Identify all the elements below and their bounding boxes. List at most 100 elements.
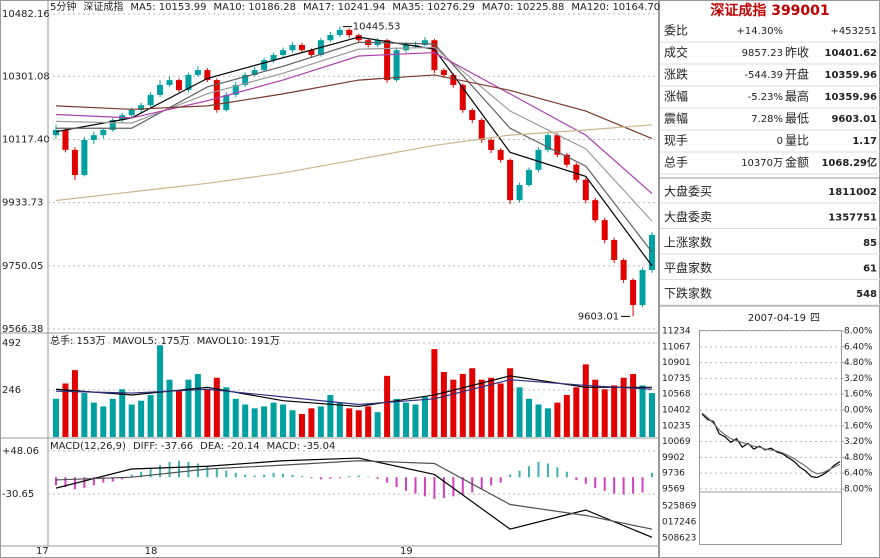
ma-line — [55, 46, 653, 222]
row-label: 现手 — [664, 134, 688, 148]
y2-tick-label: 6.40% — [844, 469, 873, 479]
volume-bar — [365, 406, 372, 437]
candle-body — [147, 94, 154, 106]
indicator-title: MACD(12,26,9) — [50, 441, 126, 452]
candle-body — [100, 129, 107, 136]
volume-bar — [630, 373, 637, 437]
row-label: 最高 — [785, 89, 809, 104]
y-tick-label: 10301.08 — [2, 71, 50, 82]
y2-tick-label: 4.80% — [844, 358, 873, 368]
volume-bar — [526, 398, 533, 437]
y-tick-label: 10235 — [662, 421, 691, 431]
candle-body — [62, 129, 69, 150]
row-label: 总手 — [664, 156, 688, 170]
row-label: 上涨家数 — [664, 235, 712, 250]
volume-bar — [53, 398, 59, 437]
volume-bar — [355, 410, 362, 437]
candle-body — [592, 200, 599, 221]
volume-bar — [516, 387, 523, 437]
volume-bar — [649, 393, 655, 437]
row-label: 委比 — [664, 24, 688, 38]
y2-tick-label: 0.00% — [844, 406, 873, 416]
volume-bar — [488, 377, 495, 437]
volume-bar — [431, 349, 438, 437]
y-tick-label: 10402 — [662, 405, 691, 415]
candle-body — [308, 50, 315, 55]
volume-bar — [270, 402, 277, 437]
volume-bar — [469, 368, 476, 437]
volume-bar — [639, 385, 646, 437]
mavol-line — [55, 375, 652, 408]
y2-tick-label: 8.00% — [844, 485, 873, 495]
volume-bar — [175, 391, 182, 437]
row-value: +453251 — [830, 26, 877, 37]
y-tick-label: 10901 — [662, 358, 691, 368]
row-value: 61 — [863, 264, 877, 275]
y-tick-label: 10568 — [662, 390, 691, 400]
row-value: 1.17 — [852, 136, 877, 147]
volume-bar — [298, 414, 305, 437]
y-tick-label: 9736 — [662, 469, 685, 479]
x-tick-label: 19 — [400, 546, 413, 557]
candle-body — [601, 220, 608, 241]
candle-body — [544, 135, 551, 150]
volume-bar — [412, 404, 419, 437]
y-tick-label: 246 — [2, 385, 21, 396]
candle-body — [563, 154, 570, 165]
legend-entry: MA35: 10276.29 — [392, 2, 474, 13]
row-label: 平盘家数 — [664, 260, 712, 275]
candle-body — [573, 164, 580, 180]
candle-body — [384, 40, 391, 81]
y-tick-label: +48.06 — [2, 446, 39, 457]
y2-tick-label: 8.00% — [844, 327, 873, 337]
volume-bar — [440, 372, 447, 437]
legend-entry: MACD: -35.04 — [267, 441, 336, 452]
legend-entry: 总手: 153万 — [50, 334, 106, 347]
candle-body — [346, 29, 353, 36]
volume-label: 525869 — [662, 502, 697, 512]
low-annotation: 9603.01 — [578, 311, 619, 322]
volume-bar — [346, 408, 353, 437]
y-tick-label: 9902 — [662, 453, 685, 463]
intraday-line — [701, 413, 841, 479]
volume-bar — [109, 398, 116, 437]
candle-body — [289, 45, 296, 51]
row-value: 1357751 — [828, 213, 877, 224]
volume-bar — [119, 389, 126, 437]
volume-bar — [582, 364, 589, 437]
date-label: 2007-04-19 — [748, 313, 806, 324]
volume-bar — [421, 396, 428, 437]
row-value: -5.23% — [748, 92, 783, 103]
macd-line — [55, 457, 653, 538]
row-label: 涨跌 — [664, 67, 688, 82]
row-value: 548 — [856, 289, 877, 300]
y-tick-label: 9933.73 — [2, 198, 43, 209]
volume-bar — [251, 408, 258, 437]
ma-line — [55, 51, 653, 195]
y2-tick-label: 4.80% — [844, 453, 873, 463]
volume-bar — [194, 373, 201, 437]
volume-bar — [601, 389, 608, 437]
volume-bar — [507, 368, 514, 437]
row-value: 1811002 — [828, 187, 877, 198]
candle-body — [204, 70, 211, 81]
legend-entry: MA17: 10241.94 — [303, 2, 385, 13]
x-tick-label: 17 — [36, 546, 49, 557]
candle-body — [516, 185, 523, 201]
volume-bar — [317, 406, 324, 437]
volume-bar — [563, 394, 570, 437]
candle-body — [431, 40, 438, 71]
volume-bar — [497, 383, 504, 437]
legend-entry: MAVOL10: 191万 — [197, 336, 280, 347]
volume-bar — [100, 406, 107, 437]
row-label: 成交 — [664, 45, 688, 60]
volume-bar — [204, 389, 211, 437]
high-annotation: 10445.53 — [353, 22, 401, 33]
row-value: 9857.23 — [742, 48, 783, 59]
y-tick-label: -30.65 — [2, 489, 34, 500]
y2-tick-label: 1.60% — [844, 421, 873, 431]
ma-line — [56, 41, 653, 253]
volume-bar — [81, 393, 88, 437]
row-value: 0 — [777, 136, 783, 147]
row-value: 9603.01 — [831, 114, 877, 125]
